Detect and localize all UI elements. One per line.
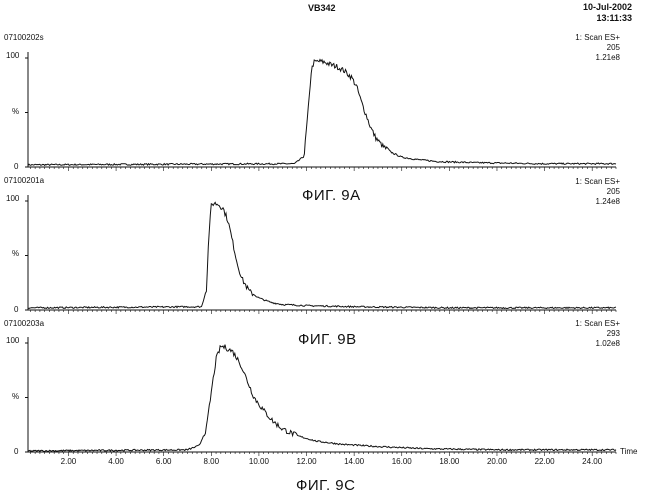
x-tick-label: 20.00 <box>487 457 508 466</box>
x-tick-label: 22.00 <box>535 457 556 466</box>
panel-c-intensity: 1.02e8 <box>595 339 620 348</box>
x-tick-label: 16.00 <box>392 457 413 466</box>
panel-a-intensity: 1.21e8 <box>595 53 620 62</box>
panel-a-scan: 1: Scan ES+ <box>575 33 620 42</box>
header-date: 10-Jul-2002 <box>582 2 632 12</box>
panel-b-sample-id: 07100201a <box>4 176 45 185</box>
panel-2-trace <box>27 344 617 453</box>
panel-c-ytick-0: 0 <box>14 447 19 456</box>
x-tick-label: 2.00 <box>61 457 77 466</box>
panel-b-ytick-0: 0 <box>14 305 19 314</box>
panel-a-ytick-100: 100 <box>6 51 20 60</box>
panel-c-mass: 293 <box>606 329 620 338</box>
header-time: 13:11:33 <box>596 13 632 23</box>
x-tick-label: 14.00 <box>344 457 365 466</box>
panel-a-mass: 205 <box>606 43 620 52</box>
panel-c-sample-id: 07100203a <box>4 319 45 328</box>
x-tick-label: 24.00 <box>582 457 603 466</box>
x-tick-label: 6.00 <box>156 457 172 466</box>
panel-b-ytick-pct: % <box>12 249 20 258</box>
x-tick-label: 4.00 <box>108 457 124 466</box>
panel-a-ytick-pct: % <box>12 107 20 116</box>
panel-a-caption: ФИГ. 9А <box>302 187 361 204</box>
x-tick-label: 10.00 <box>249 457 270 466</box>
panel-a-sample-id: 07100202s <box>4 33 44 42</box>
panel-c-scan: 1: Scan ES+ <box>575 319 620 328</box>
panel-b-caption: ФИГ. 9В <box>298 331 357 348</box>
x-tick-label: 18.00 <box>439 457 460 466</box>
header-title: VB342 <box>308 3 336 13</box>
panel-c-ytick-100: 100 <box>6 336 20 345</box>
panel-0-trace <box>27 58 617 167</box>
panel-b-ytick-100: 100 <box>6 194 20 203</box>
x-axis-label: Time <box>620 447 638 456</box>
x-tick-label: 8.00 <box>204 457 220 466</box>
panel-1-trace <box>27 201 617 310</box>
x-tick-label: 12.00 <box>297 457 318 466</box>
panel-b-intensity: 1.24e8 <box>595 197 620 206</box>
panel-c-ytick-pct: % <box>12 392 20 401</box>
panel-b-scan: 1: Scan ES+ <box>575 177 620 186</box>
panel-b-mass: 205 <box>606 187 620 196</box>
panel-c-caption: ФИГ. 9С <box>296 477 356 494</box>
panel-a-ytick-0: 0 <box>14 162 19 171</box>
